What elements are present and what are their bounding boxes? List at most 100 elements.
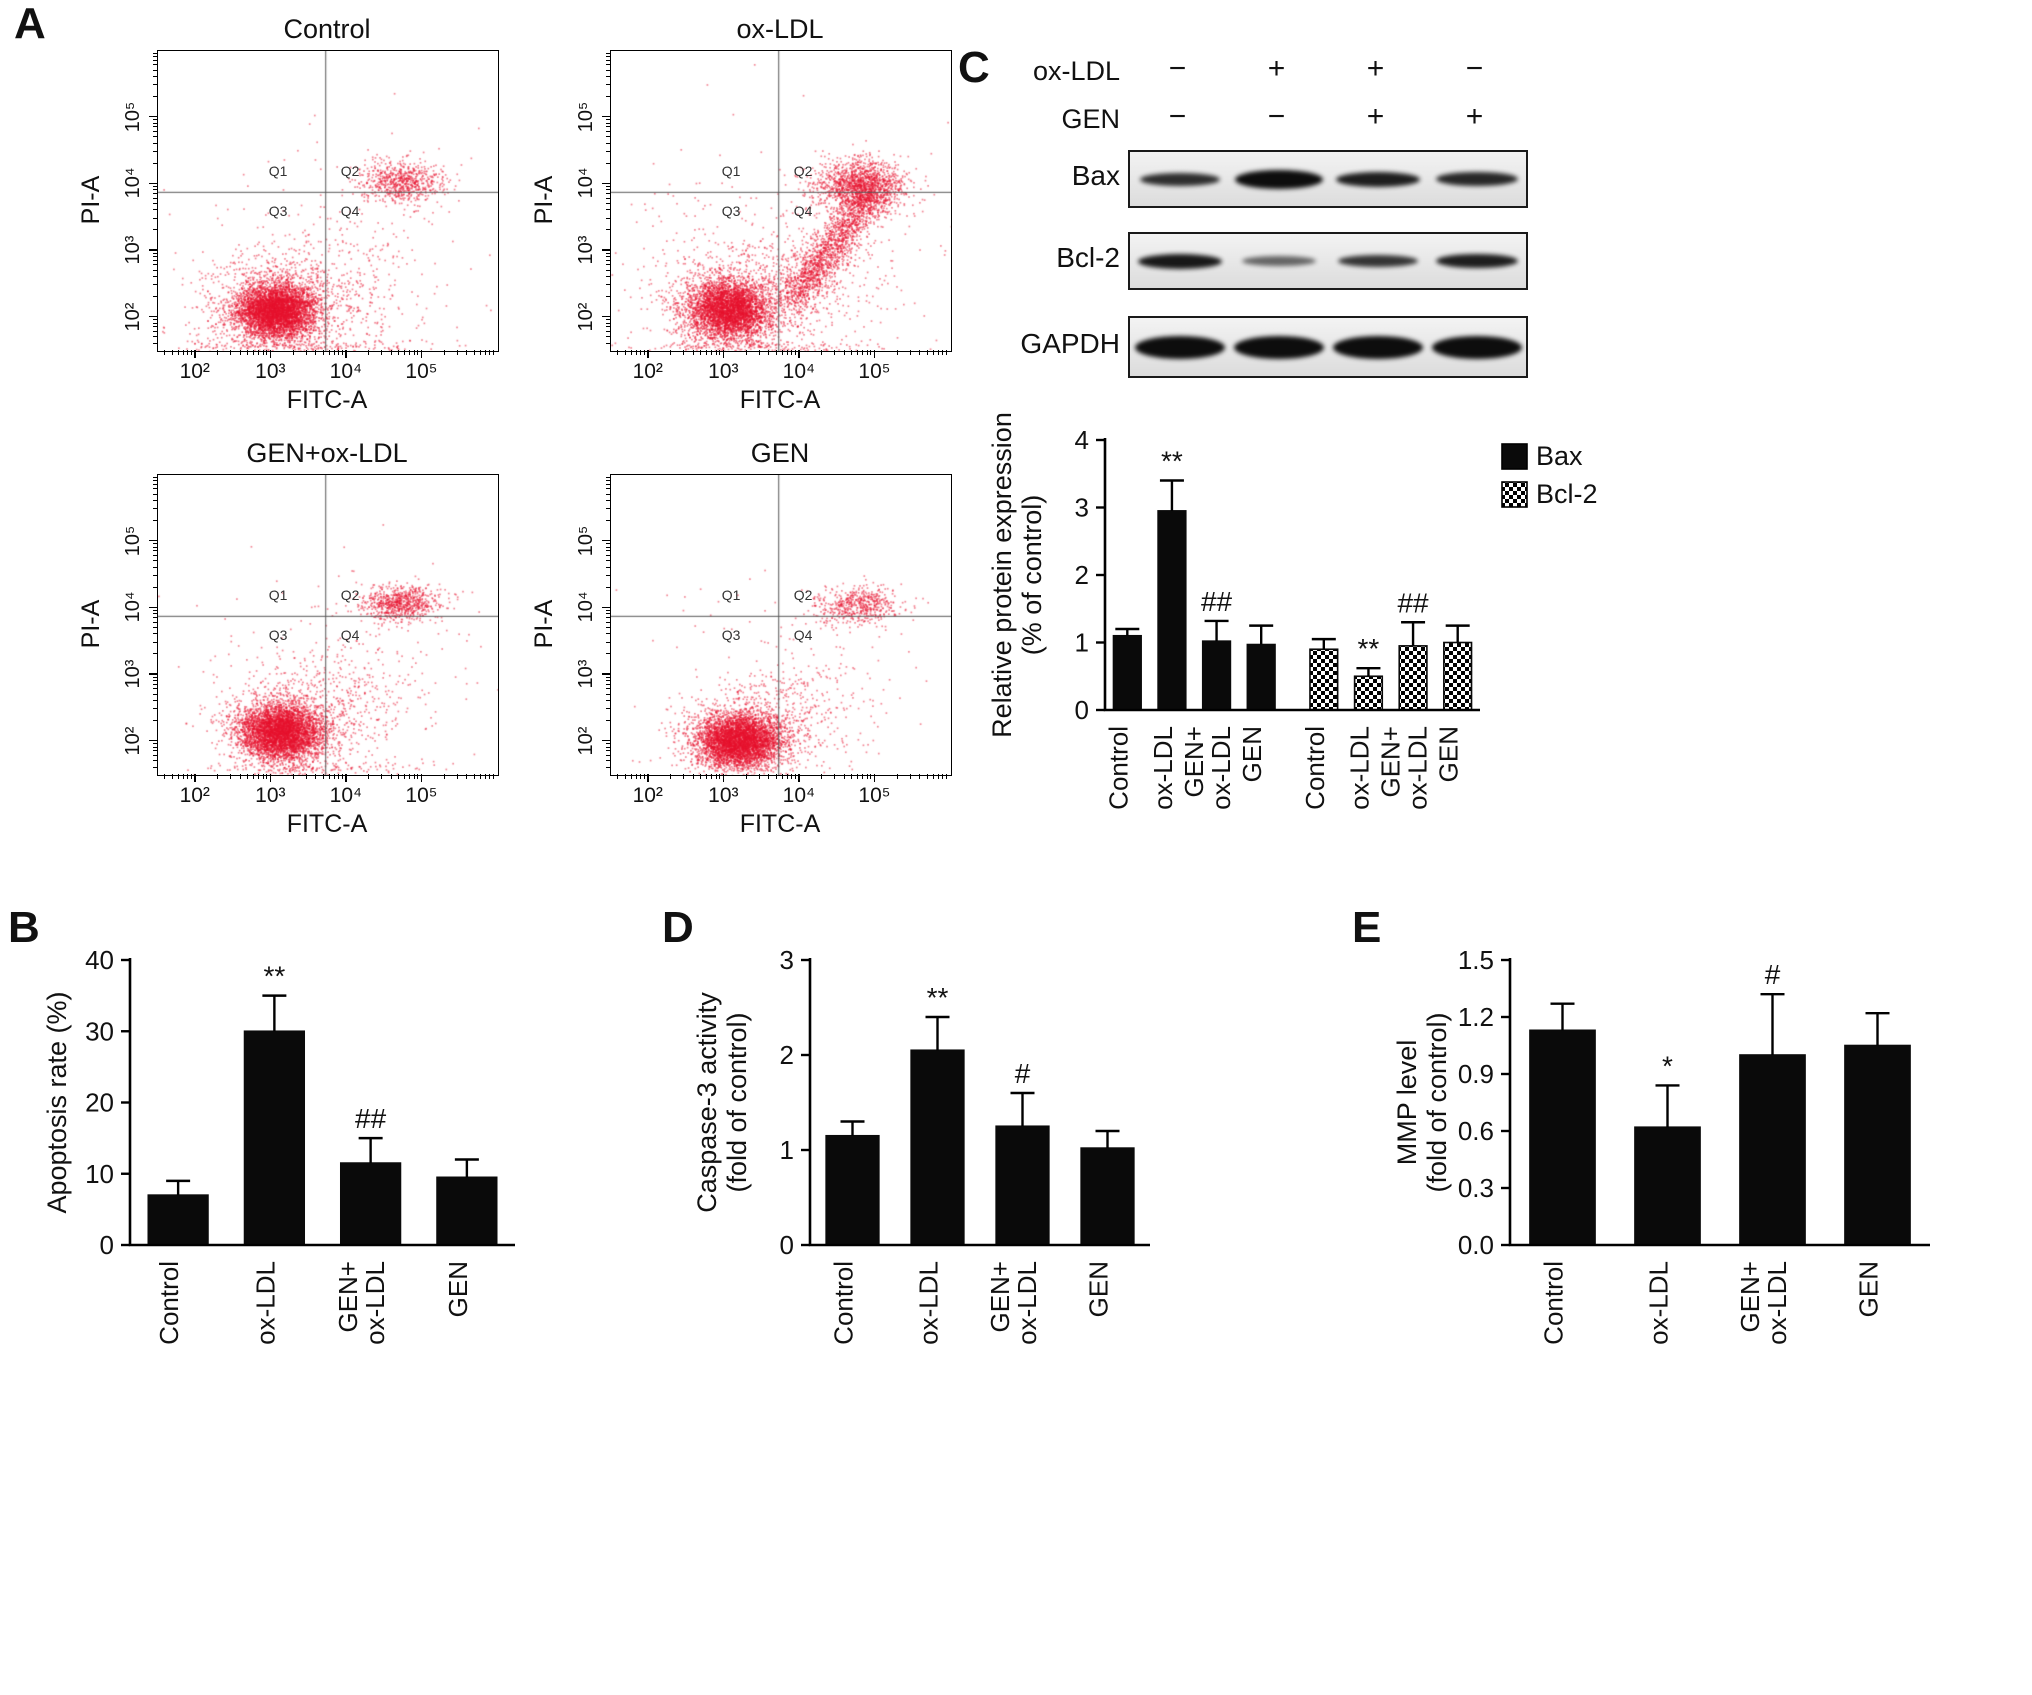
x-minor-tick (781, 350, 783, 355)
x-minor-tick (333, 774, 335, 779)
significance-annotation: ** (1161, 446, 1183, 477)
panel-label-d: D (662, 903, 694, 952)
y-tick-label: 0.9 (1458, 1059, 1494, 1089)
legend-swatch (1501, 481, 1528, 508)
y-major-tick (602, 115, 610, 118)
quadrant-label-q2: Q2 (340, 163, 360, 180)
y-minor-tick (152, 543, 157, 545)
x-minor-tick (247, 774, 249, 779)
y-minor-tick (605, 676, 610, 678)
y-minor-tick (605, 151, 610, 153)
y-minor-tick (152, 546, 157, 548)
significance-annotation: ## (1397, 587, 1429, 618)
y-major-tick (602, 182, 610, 185)
x-category-label: GEN+ox-LDL (985, 1261, 1042, 1345)
significance-annotation: ** (263, 961, 285, 992)
y-minor-tick (152, 264, 157, 266)
bar (339, 1162, 402, 1246)
quadrant-label-q4: Q4 (793, 627, 813, 644)
x-minor-tick (305, 774, 307, 779)
x-minor-tick (745, 774, 747, 779)
y-minor-tick (152, 136, 157, 138)
x-minor-tick (262, 774, 264, 779)
x-minor-tick (247, 350, 249, 355)
x-major-tick (194, 774, 196, 782)
mmp-level-chart: 0.0 0.3 0.6 0.9 1.2 1.5 MMP level (fold of cont… (1392, 945, 1930, 1345)
bar (910, 1049, 965, 1246)
x-major-tick (722, 774, 725, 782)
x-minor-tick (171, 350, 173, 355)
y-minor-tick (605, 276, 610, 278)
y-minor-tick (605, 326, 610, 328)
x-minor-tick (715, 774, 717, 779)
y-minor-tick (152, 284, 157, 286)
flow-x-axis-label: FITC-A (739, 386, 821, 414)
x-minor-tick (768, 774, 770, 779)
y-minor-tick (152, 626, 157, 628)
x-minor-tick (315, 774, 317, 779)
x-minor-tick (794, 350, 796, 355)
y-major-tick (149, 182, 157, 185)
x-minor-tick (186, 350, 188, 355)
y-tick-label: 10³ (575, 659, 597, 689)
y-minor-tick (152, 84, 157, 86)
x-minor-tick (266, 774, 268, 779)
y-minor-tick (152, 96, 157, 98)
y-major-tick (149, 673, 157, 675)
x-minor-tick (942, 350, 944, 355)
x-minor-tick (398, 350, 400, 355)
bar (1398, 645, 1428, 711)
y-major-tick (149, 249, 157, 251)
x-minor-tick (390, 350, 392, 355)
x-minor-tick (381, 350, 383, 355)
x-major-tick (345, 774, 347, 782)
y-minor-tick (152, 130, 157, 132)
x-minor-tick (190, 774, 192, 779)
x-major-tick (269, 774, 272, 782)
y-minor-tick (605, 197, 610, 199)
x-category-label: GEN (443, 1261, 473, 1317)
y-minor-tick (152, 342, 157, 344)
x-minor-tick (164, 350, 166, 355)
x-minor-tick (866, 774, 868, 779)
y-major-tick (149, 606, 157, 609)
protein-band (1337, 255, 1418, 267)
y-minor-tick (152, 319, 157, 321)
x-minor-tick (857, 774, 859, 779)
x-minor-tick (305, 350, 307, 355)
x-minor-tick (473, 350, 475, 355)
x-tick-label: 10⁵ (405, 360, 438, 383)
y-tick-label: 1.5 (1458, 945, 1494, 975)
y-minor-tick (605, 193, 610, 195)
x-tick-label: 10⁴ (329, 784, 363, 807)
y-minor-tick (152, 52, 157, 54)
x-minor-tick (862, 350, 864, 355)
y-minor-tick (605, 754, 610, 756)
y-minor-tick (605, 566, 610, 568)
y-tick-label: 3 (1075, 493, 1089, 523)
x-minor-tick (292, 774, 294, 779)
y-minor-tick (605, 483, 610, 485)
y-tick-label: 10³ (122, 659, 144, 689)
y-minor-tick (605, 330, 610, 332)
y-major-tick (149, 115, 157, 118)
x-minor-tick (253, 350, 255, 355)
x-minor-tick (834, 350, 836, 355)
y-tick-label: 0 (100, 1230, 114, 1260)
x-minor-tick (398, 774, 400, 779)
x-minor-tick (409, 774, 411, 779)
panel-label-e: E (1352, 903, 1382, 952)
x-minor-tick (670, 774, 672, 779)
flow-plot-title: GEN (750, 438, 810, 468)
x-minor-tick (758, 774, 760, 779)
x-category-label: ox-LDL (250, 1261, 280, 1345)
y-minor-tick (152, 326, 157, 328)
x-category-label: Control (154, 1261, 184, 1345)
y-minor-tick (605, 700, 610, 702)
x-minor-tick (230, 350, 232, 355)
y-minor-tick (605, 69, 610, 71)
bar (825, 1134, 880, 1246)
bar (1112, 634, 1142, 711)
y-minor-tick (605, 479, 610, 481)
legend-label: Bcl-2 (1536, 479, 1598, 509)
